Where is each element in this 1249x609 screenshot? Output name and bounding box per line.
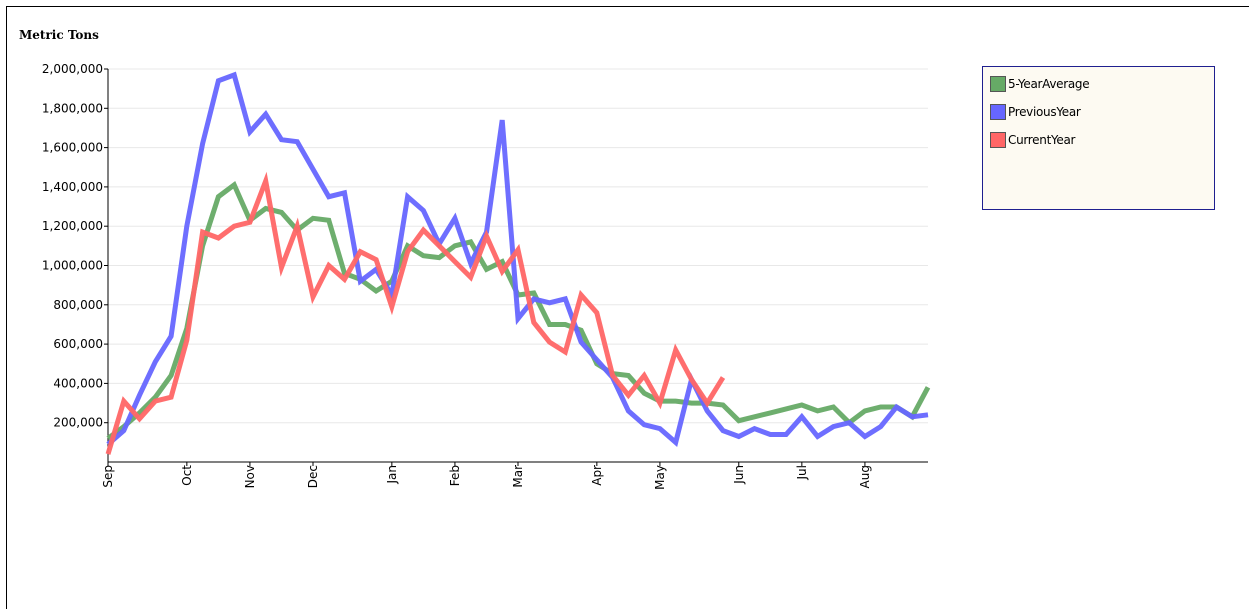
x-tick-label-mar: Mar bbox=[511, 465, 525, 488]
series-line-previousyear bbox=[106, 71, 929, 447]
legend-label-5-year-average: 5-YearAverage bbox=[1008, 77, 1090, 91]
series-line-currentyear bbox=[105, 171, 726, 455]
y-tick-label: 1,000,000 bbox=[42, 259, 103, 273]
x-tick-label-nov: Nov bbox=[243, 465, 257, 488]
y-tick-label: 1,400,000 bbox=[42, 180, 103, 194]
x-tick-label-apr: Apr bbox=[590, 465, 604, 486]
x-tick-label-jun: Jun bbox=[732, 465, 746, 485]
y-axis-unit-label: Metric Tons bbox=[19, 28, 99, 42]
legend-swatch-5-year-average bbox=[990, 76, 1006, 92]
x-tick-label-feb: Feb bbox=[448, 465, 462, 486]
y-tick-label: 1,200,000 bbox=[42, 219, 103, 233]
x-tick-label-oct: Oct bbox=[180, 465, 194, 486]
legend-item-previous-year: PreviousYear bbox=[990, 103, 1081, 121]
y-tick-label: 600,000 bbox=[53, 337, 103, 351]
chart-frame bbox=[6, 6, 1249, 609]
x-tick-label-aug: Aug bbox=[858, 465, 872, 488]
legend-swatch-previous-year bbox=[990, 104, 1006, 120]
legend-label-previous-year: PreviousYear bbox=[1008, 105, 1081, 119]
x-tick-label-jul: Jul bbox=[795, 465, 809, 480]
y-tick-label: 2,000,000 bbox=[42, 62, 103, 76]
y-tick-label: 1,600,000 bbox=[42, 141, 103, 155]
y-tick-label: 800,000 bbox=[53, 298, 103, 312]
legend-item-5-year-average: 5-YearAverage bbox=[990, 75, 1090, 93]
x-tick-label-jan: Jan bbox=[385, 465, 399, 485]
legend-label-current-year: CurrentYear bbox=[1008, 133, 1076, 147]
y-tick-label: 400,000 bbox=[53, 376, 103, 390]
legend-item-current-year: CurrentYear bbox=[990, 131, 1075, 149]
y-tick-label: 1,800,000 bbox=[42, 101, 103, 115]
x-tick-label-may: May bbox=[653, 465, 667, 490]
chart-legend: 5-YearAverage PreviousYear CurrentYear bbox=[982, 66, 1215, 210]
legend-swatch-current-year bbox=[990, 132, 1006, 148]
y-tick-label: 200,000 bbox=[53, 416, 103, 430]
x-tick-label-sep: Sep bbox=[101, 465, 115, 488]
x-tick-label-dec: Dec bbox=[306, 465, 320, 488]
